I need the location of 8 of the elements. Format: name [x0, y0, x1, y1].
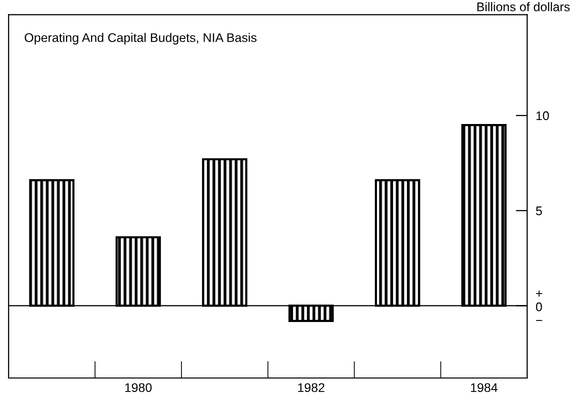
x-tick-label: 1982	[298, 383, 324, 392]
x-tick-label: 1980	[125, 383, 152, 392]
y-axis-title: Billions of dollars	[477, 2, 570, 12]
y-tick-label: + 0 −	[536, 290, 542, 321]
x-tick-label: 1984	[470, 383, 498, 392]
y-tick-label: 5	[536, 206, 542, 216]
y-tick-label: 10	[536, 111, 549, 120]
text: Operating And Capital Budgets, NIA Basis	[24, 32, 256, 45]
